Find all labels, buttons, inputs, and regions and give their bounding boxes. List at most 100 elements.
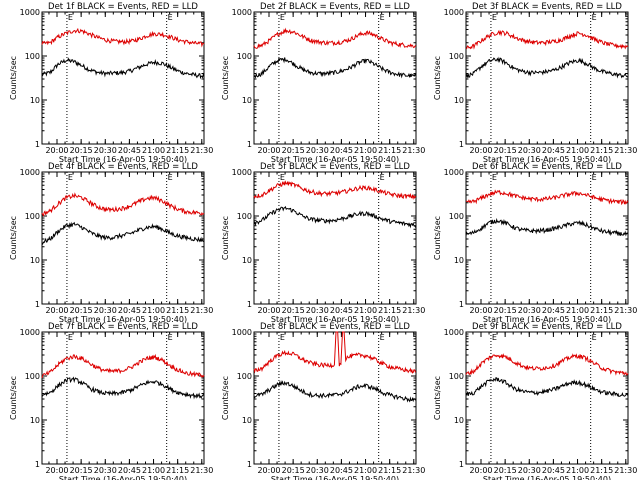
x-tick-label: 21:00 [142,146,165,155]
plot-frame [41,171,205,305]
x-tick-label: 20:00 [257,306,280,315]
x-axis-label: Start Time (16-Apr-05 19:50:40) [483,315,611,324]
series-events-line [41,57,205,80]
y-tick-label: 100 [237,52,252,61]
x-tick-label: 20:30 [94,466,117,475]
y-tick-label: 10 [30,96,40,105]
y-tick-label: 1 [247,460,252,469]
x-tick-label: 21:00 [142,306,165,315]
y-tick-label: 1000 [444,8,464,17]
x-tick-label: 20:30 [94,306,117,315]
y-tick-label: 100 [449,372,464,381]
event-marker-label: E [168,13,173,22]
series-events-line [253,205,417,229]
x-axis-label: Start Time (16-Apr-05 19:50:40) [271,315,399,324]
series-events-line [253,56,417,79]
x-tick-label: 21:00 [354,466,377,475]
series-lld-line [41,353,205,378]
y-tick-label: 10 [30,256,40,265]
series-lld-line [41,27,205,48]
event-marker-label: E [492,13,497,22]
x-tick-label: 21:00 [566,146,589,155]
y-tick-label: 100 [25,372,40,381]
panel-title: Det 8f BLACK = Events, RED = LLD [260,322,410,332]
y-axis-label: Counts/sec [433,56,442,100]
event-marker-label: E [380,13,385,22]
x-tick-label: 21:00 [566,466,589,475]
plot-frame [465,331,629,465]
x-tick-label: 20:00 [469,466,492,475]
event-marker-label: E [380,333,385,342]
panel-det-2f: Det 2f BLACK = Events, RED = LLD 1 10 100 10… [221,2,425,164]
x-tick-label: 20:15 [494,466,517,475]
y-tick-label: 1 [247,300,252,309]
y-tick-label: 10 [454,96,464,105]
x-tick-label: 21:15 [166,146,189,155]
series-events-line [41,376,205,400]
x-tick-label: 21:30 [402,466,425,475]
x-tick-label: 21:15 [166,306,189,315]
panel-title: Det 7f BLACK = Events, RED = LLD [48,322,198,332]
x-tick-label: 21:30 [190,466,213,475]
x-tick-label: 20:00 [45,466,68,475]
x-tick-label: 20:30 [306,466,329,475]
y-axis-label: Counts/sec [221,376,230,420]
x-tick-label: 20:45 [542,466,565,475]
y-tick-label: 1000 [20,168,40,177]
y-tick-label: 10 [454,416,464,425]
plot-frame [465,171,629,305]
y-tick-label: 10 [30,416,40,425]
x-tick-label: 20:45 [118,146,141,155]
panel-det-3f: Det 3f BLACK = Events, RED = LLD 1 10 100 10… [433,2,637,164]
event-marker-label: E [280,333,285,342]
event-marker-label: E [168,173,173,182]
panel-title: Det 3f BLACK = Events, RED = LLD [472,2,622,12]
panel-title: Det 1f BLACK = Events, RED = LLD [48,2,198,12]
panel-title: Det 9f BLACK = Events, RED = LLD [472,322,622,332]
y-tick-label: 1000 [232,8,252,17]
x-tick-label: 20:30 [518,466,541,475]
event-marker-label: E [68,173,73,182]
x-tick-label: 21:30 [402,146,425,155]
x-tick-label: 20:15 [70,306,93,315]
x-tick-label: 21:15 [166,466,189,475]
x-tick-label: 20:15 [282,306,305,315]
x-tick-label: 20:15 [70,146,93,155]
series-lld-line [465,189,629,206]
series-events-line [465,56,629,79]
x-tick-label: 20:45 [330,466,353,475]
x-tick-label: 20:45 [330,306,353,315]
x-axis-label: Start Time (16-Apr-05 19:50:40) [59,155,187,164]
y-axis-label: Counts/sec [433,376,442,420]
y-axis-label: Counts/sec [433,216,442,260]
event-marker-label: E [492,173,497,182]
panel-det-9f: Det 9f BLACK = Events, RED = LLD 1 10 100 10… [433,322,637,480]
x-tick-label: 21:30 [614,466,637,475]
x-tick-label: 20:45 [118,466,141,475]
series-lld-line [465,353,629,376]
plot-frame [253,11,417,145]
event-marker-label: E [280,13,285,22]
series-events-line [465,377,629,398]
event-marker-label: E [592,333,597,342]
x-tick-label: 20:45 [542,306,565,315]
event-marker-label: E [68,333,73,342]
y-tick-label: 1000 [444,328,464,337]
x-tick-label: 20:15 [494,146,517,155]
x-axis-label: Start Time (16-Apr-05 19:50:40) [483,475,611,480]
series-lld-line [253,180,417,201]
x-tick-label: 20:15 [494,306,517,315]
x-tick-label: 20:15 [70,466,93,475]
y-tick-label: 1 [459,140,464,149]
y-tick-label: 100 [237,372,252,381]
x-tick-label: 21:30 [402,306,425,315]
y-tick-label: 1 [247,140,252,149]
plot-frame [41,11,205,145]
event-marker-label: E [380,173,385,182]
x-tick-label: 20:15 [282,146,305,155]
x-tick-label: 21:30 [614,146,637,155]
event-marker-label: E [592,173,597,182]
y-tick-label: 1000 [232,168,252,177]
y-tick-label: 10 [242,256,252,265]
